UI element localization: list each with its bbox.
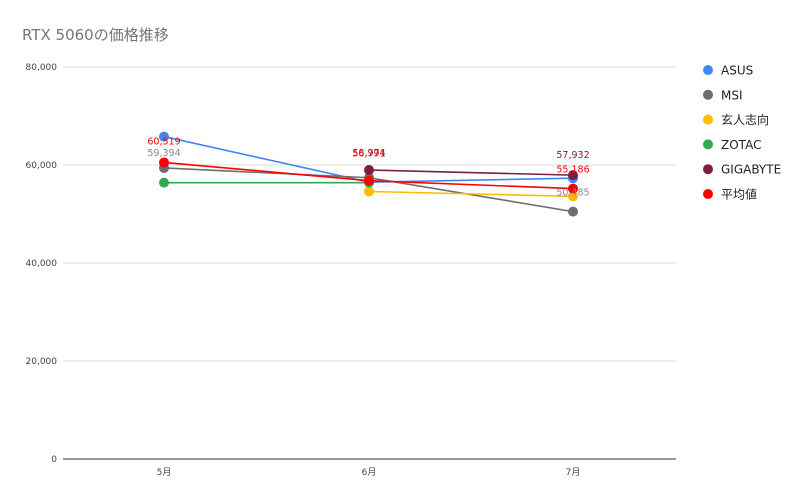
data-label: 57,932 bbox=[556, 150, 589, 161]
chart-title: RTX 5060の価格推移 bbox=[22, 26, 169, 44]
y-axis-ticks: 0 20,000 40,000 60,000 80,000 bbox=[26, 63, 58, 465]
x-tick-label: 5月 bbox=[157, 467, 172, 478]
data-point bbox=[568, 191, 578, 202]
series-line bbox=[368, 169, 574, 176]
legend-item-label: GIGABYTE bbox=[721, 163, 781, 177]
legend-item-label: ASUS bbox=[721, 64, 753, 78]
data-point bbox=[568, 183, 578, 194]
series-points bbox=[159, 131, 578, 217]
data-point bbox=[364, 165, 374, 176]
legend-item-label: 平均値 bbox=[721, 187, 757, 202]
legend-item-label: 玄人志向 bbox=[721, 112, 769, 127]
y-tick-label: 60,000 bbox=[26, 161, 58, 171]
data-point bbox=[568, 170, 578, 181]
legend-marker bbox=[703, 89, 713, 100]
legend-marker bbox=[703, 114, 713, 125]
data-label: 55,186 bbox=[556, 165, 589, 176]
y-tick-label: 0 bbox=[51, 455, 57, 465]
data-label: 56,791 bbox=[352, 149, 385, 160]
x-tick-label: 6月 bbox=[362, 467, 377, 478]
data-point bbox=[159, 131, 169, 142]
data-label: 59,394 bbox=[147, 148, 180, 159]
y-tick-label: 20,000 bbox=[26, 357, 58, 367]
series-line bbox=[368, 190, 574, 198]
x-tick-label: 7月 bbox=[566, 467, 581, 478]
data-point bbox=[159, 177, 169, 188]
y-tick-label: 40,000 bbox=[26, 259, 58, 269]
data-label: 60,519 bbox=[147, 136, 180, 147]
data-point bbox=[364, 175, 374, 186]
data-point bbox=[159, 157, 169, 168]
legend: ASUS MSI 玄人志向 ZOTAC GIGABYTE 平均値 bbox=[703, 64, 781, 202]
legend-item-label: ZOTAC bbox=[721, 138, 761, 152]
grid-lines bbox=[63, 66, 676, 460]
legend-marker bbox=[703, 189, 713, 199]
data-point bbox=[568, 206, 578, 217]
data-point bbox=[364, 186, 374, 197]
legend-marker bbox=[703, 65, 713, 75]
y-tick-label: 80,000 bbox=[26, 63, 58, 73]
x-axis-ticks: 5月 6月 7月 bbox=[157, 467, 581, 478]
data-label: 50,485 bbox=[556, 188, 589, 199]
legend-item-label: MSI bbox=[721, 88, 743, 102]
legend-marker bbox=[703, 164, 713, 175]
legend-marker bbox=[703, 139, 713, 150]
data-label: 58,974 bbox=[352, 148, 385, 159]
